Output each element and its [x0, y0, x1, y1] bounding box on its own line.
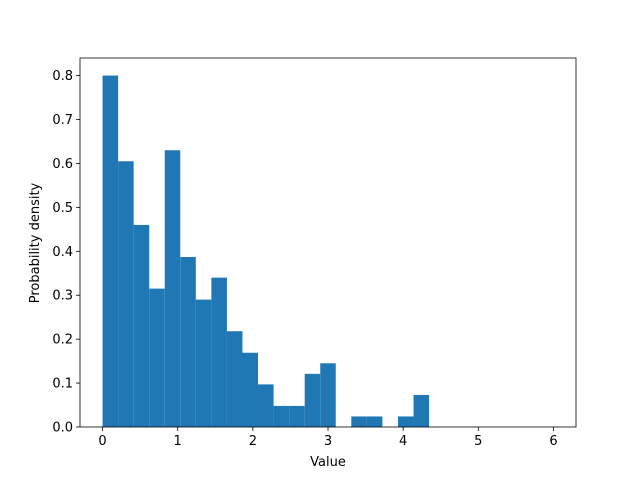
- y-tick-label: 0.4: [52, 245, 73, 260]
- bar: [226, 331, 243, 427]
- y-tick-label: 0.5: [52, 201, 73, 216]
- x-tick-label: 1: [174, 434, 182, 449]
- bar: [351, 416, 367, 427]
- y-tick-label: 0.8: [52, 69, 73, 84]
- y-axis-label: Probability density: [28, 182, 43, 303]
- bar: [133, 224, 150, 427]
- bar: [413, 394, 430, 427]
- bar: [258, 384, 274, 427]
- y-tick-label: 0.7: [52, 113, 73, 128]
- x-tick-label: 5: [474, 434, 482, 449]
- bar: [242, 352, 259, 427]
- x-tick-label: 0: [98, 434, 106, 449]
- x-axis-label: Value: [310, 455, 346, 470]
- x-tick-label: 2: [249, 434, 257, 449]
- y-tick-label: 0.3: [52, 289, 73, 304]
- bar: [211, 277, 227, 427]
- y-tick-label: 0.1: [52, 377, 73, 392]
- bar: [366, 416, 383, 427]
- y-tick-label: 0.2: [52, 333, 73, 348]
- bar: [102, 75, 119, 428]
- x-tick-label: 4: [399, 434, 407, 449]
- y-tick-label: 0.6: [52, 157, 73, 172]
- x-tick-label: 3: [324, 434, 332, 449]
- bar: [304, 373, 321, 427]
- x-tick-label: 6: [549, 434, 557, 449]
- bar: [273, 405, 290, 427]
- y-tick-label: 0.0: [52, 421, 73, 436]
- bar: [195, 299, 212, 427]
- bar: [320, 363, 336, 427]
- bar: [397, 416, 414, 427]
- bar: [180, 256, 196, 427]
- bar: [118, 161, 134, 427]
- bar: [149, 288, 165, 427]
- bar: [289, 405, 305, 427]
- bar: [164, 150, 181, 427]
